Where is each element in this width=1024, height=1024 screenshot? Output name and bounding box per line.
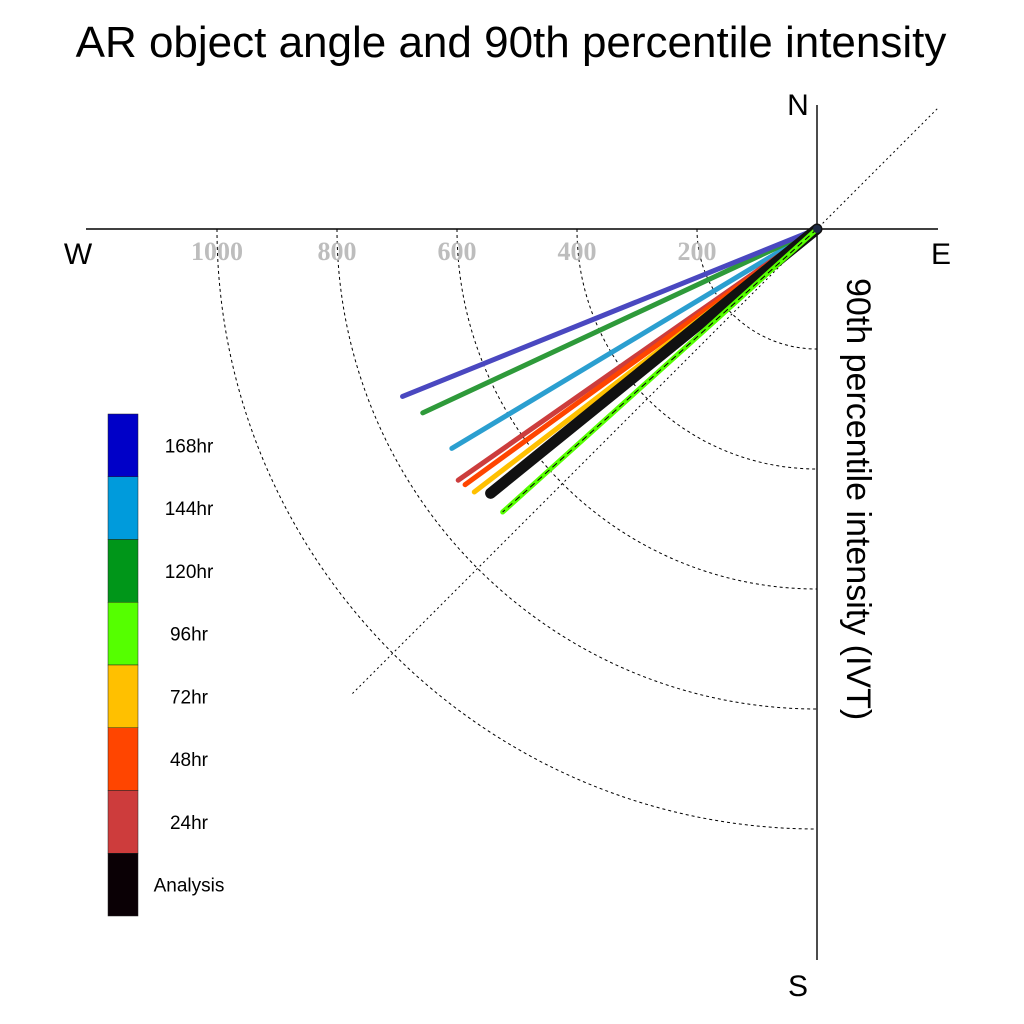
legend: 168hr 144hr 120hr 96hr 72hr 48hr 24hr Analysis <box>107 413 225 917</box>
legend-swatch <box>107 476 139 540</box>
legend-label: 144hr <box>165 499 214 520</box>
vector-144hr <box>449 226 820 451</box>
legend-swatch <box>107 853 139 917</box>
tick-label: 1000 <box>191 237 243 266</box>
vector-analysis <box>485 223 823 499</box>
range-ring <box>216 228 818 830</box>
radial-tick-labels: 200 400 600 800 1000 <box>191 237 717 266</box>
legend-label: 96hr <box>170 625 209 646</box>
reference-line <box>349 108 938 697</box>
legend-label: 168hr <box>165 436 214 457</box>
y-axis-label: 90th percentile intensity (IVT) <box>839 278 877 720</box>
compass-east: E <box>931 238 951 271</box>
legend-swatch <box>107 727 139 791</box>
chart-title: AR object angle and 90th percentile inte… <box>76 18 947 67</box>
legend-label: 24hr <box>170 813 209 834</box>
compass-south: S <box>788 970 808 1003</box>
origin-marker <box>813 225 821 233</box>
legend-label: 48hr <box>170 750 209 771</box>
tick-label: 800 <box>318 237 357 266</box>
compass-west: W <box>64 238 93 271</box>
legend-swatch <box>107 602 139 666</box>
legend-label: 72hr <box>170 687 209 708</box>
tick-label: 400 <box>558 237 597 266</box>
compass-north: N <box>787 89 809 122</box>
legend-swatch <box>107 539 139 603</box>
legend-label: 120hr <box>165 562 214 583</box>
grid <box>216 108 938 830</box>
legend-swatch <box>107 790 139 854</box>
vector-168hr <box>400 226 820 399</box>
range-ring <box>576 228 818 470</box>
legend-label: Analysis <box>154 876 225 897</box>
legend-swatch <box>107 413 139 477</box>
tick-label: 200 <box>678 237 717 266</box>
vector-120hr <box>420 226 820 416</box>
range-ring <box>696 228 818 350</box>
tick-label: 600 <box>438 237 477 266</box>
vector-96hr-overlay <box>502 228 818 513</box>
legend-swatch <box>107 664 139 728</box>
vectors <box>400 223 823 515</box>
